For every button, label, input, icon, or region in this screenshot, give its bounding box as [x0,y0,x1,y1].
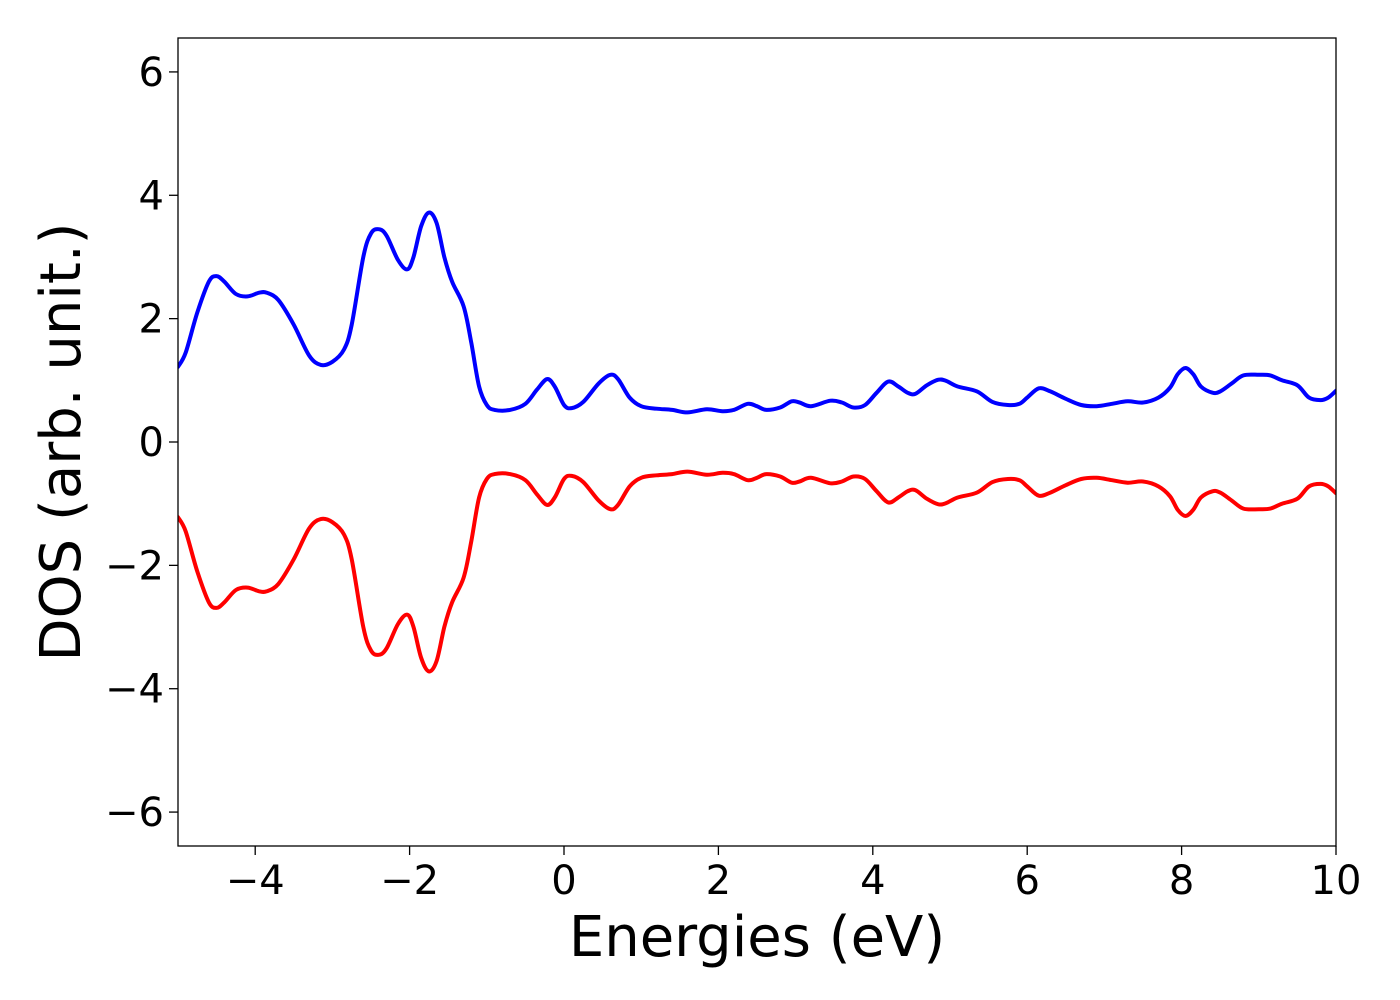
y-axis-title: DOS (arb. unit.) [29,222,94,661]
x-axis-title: Energies (eV) [569,905,945,970]
y-tick-label: −2 [105,543,164,589]
x-tick-label: 10 [1311,858,1362,904]
x-tick-label: 6 [1014,858,1039,904]
dos-series-line-1 [178,210,1336,415]
y-tick-label: 2 [139,297,164,343]
x-tick-label: −4 [226,858,285,904]
series-layer [178,210,1336,674]
dos-series-line-2 [178,469,1336,674]
x-tick-label: 8 [1169,858,1194,904]
x-tick-label: 4 [860,858,885,904]
x-tick-label: 0 [551,858,576,904]
x-axis-ticks: −4 −2 0 2 4 6 8 10 [226,846,1362,904]
y-axis-ticks: 6 4 2 0 −2 −4 −6 [105,50,178,836]
x-tick-label: 2 [706,858,731,904]
x-tick-label: −2 [380,858,439,904]
y-tick-label: −4 [105,667,164,713]
y-tick-label: −6 [105,790,164,836]
y-tick-label: 6 [139,50,164,96]
y-tick-label: 4 [139,173,164,219]
y-tick-label: 0 [139,420,164,466]
